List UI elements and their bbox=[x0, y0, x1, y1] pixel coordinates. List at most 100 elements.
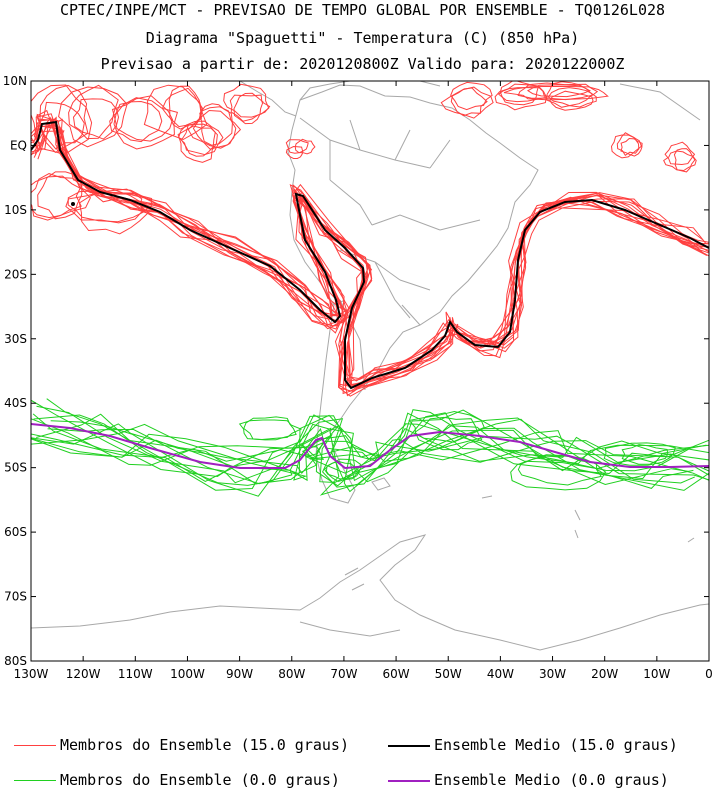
legend-black-label: Ensemble Medio (15.0 graus) bbox=[434, 736, 678, 754]
lat-label-80s: 80S bbox=[4, 654, 27, 668]
green-member-contour bbox=[238, 419, 303, 441]
lon-label-40w: 40W bbox=[487, 667, 514, 681]
data-marker bbox=[71, 202, 75, 206]
latitude-labels: 10N EQ 10S 20S 30S 40S 50S 60S 70S 80S bbox=[3, 74, 27, 668]
green-member-contour bbox=[517, 454, 603, 486]
red-member-contour bbox=[610, 134, 642, 159]
red-member-contour bbox=[499, 81, 540, 106]
lon-label-130w: 130W bbox=[14, 667, 49, 681]
red-member-contour bbox=[113, 97, 179, 150]
red-member-contour bbox=[31, 173, 83, 219]
legend-red-line-swatch bbox=[14, 745, 56, 746]
lat-label-60s: 60S bbox=[4, 525, 27, 539]
legend-green-label: Membros do Ensemble (0.0 graus) bbox=[60, 771, 340, 789]
red-member-contour bbox=[178, 120, 224, 156]
lon-label-100w: 100W bbox=[170, 667, 205, 681]
green-member-contour bbox=[408, 410, 485, 443]
red-member-line bbox=[31, 116, 704, 397]
red-member-contour bbox=[229, 94, 271, 122]
red-member-contour bbox=[494, 83, 547, 111]
green-members-layer bbox=[31, 398, 709, 497]
green-member-contour bbox=[323, 458, 361, 480]
red-member-contour bbox=[72, 98, 120, 140]
red-member-contour bbox=[285, 145, 304, 159]
south-america-coast bbox=[287, 84, 539, 504]
red-member-line bbox=[35, 118, 709, 388]
antarctica-coast bbox=[31, 534, 709, 651]
red-members-layer bbox=[31, 81, 709, 397]
lon-label-90w: 90W bbox=[226, 667, 253, 681]
title-line-3: Previsao a partir de: 2020120800Z Valido… bbox=[100, 55, 625, 73]
legend-purple-label: Ensemble Medio (0.0 graus) bbox=[434, 771, 669, 789]
green-member-line bbox=[31, 428, 709, 474]
lon-label-20w: 20W bbox=[591, 667, 618, 681]
red-member-contour bbox=[440, 86, 494, 119]
red-member-contour bbox=[664, 141, 696, 166]
red-member-contour bbox=[177, 125, 218, 163]
legend-purple-line-swatch bbox=[388, 779, 430, 782]
green-member-line bbox=[31, 399, 709, 484]
red-member-contour bbox=[663, 150, 697, 172]
red-member-contour bbox=[549, 90, 594, 111]
lat-label-30s: 30S bbox=[4, 332, 27, 346]
lat-label-50s: 50S bbox=[4, 461, 27, 475]
red-member-contour bbox=[285, 139, 309, 154]
red-member-contour bbox=[233, 92, 264, 125]
red-member-contour bbox=[37, 171, 83, 220]
south-georgia-islands bbox=[481, 495, 695, 543]
legend-red-label: Membros do Ensemble (15.0 graus) bbox=[60, 736, 349, 754]
green-member-line bbox=[31, 418, 709, 476]
green-member-contour bbox=[414, 416, 483, 451]
red-member-contour bbox=[673, 148, 696, 173]
legend-green-members: Membros do Ensemble (0.0 graus) bbox=[14, 771, 340, 789]
central-america-coast bbox=[239, 81, 701, 121]
red-member-contour bbox=[187, 109, 242, 149]
lon-label-110w: 110W bbox=[118, 667, 153, 681]
lon-label-10w: 10W bbox=[643, 667, 670, 681]
red-member-line bbox=[36, 109, 709, 389]
lon-label-0: 0 bbox=[705, 667, 713, 681]
red-member-contour bbox=[497, 87, 547, 103]
red-member-contour bbox=[503, 85, 609, 101]
red-member-contour bbox=[199, 103, 233, 146]
legend-purple-mean: Ensemble Medio (0.0 graus) bbox=[388, 771, 669, 789]
green-member-line bbox=[46, 398, 709, 491]
longitude-labels: 130W 120W 110W 100W 90W 80W 70W 60W 50W 40W 30W 20W… bbox=[14, 667, 713, 681]
red-member-contour bbox=[450, 87, 488, 117]
red-member-contour bbox=[517, 82, 599, 101]
lon-label-120w: 120W bbox=[66, 667, 101, 681]
red-member-contour bbox=[58, 86, 128, 148]
axis-ticks bbox=[30, 80, 710, 662]
legend-black-mean: Ensemble Medio (15.0 graus) bbox=[388, 736, 678, 754]
map-frame bbox=[30, 80, 710, 662]
green-member-contour bbox=[621, 444, 669, 465]
black-ensemble-mean-line bbox=[31, 120, 709, 390]
lon-label-60w: 60W bbox=[383, 667, 410, 681]
red-member-contour bbox=[65, 191, 153, 224]
lon-label-30w: 30W bbox=[539, 667, 566, 681]
red-member-line bbox=[31, 125, 709, 387]
red-member-contour bbox=[31, 175, 92, 221]
lat-label-10n: 10N bbox=[3, 74, 27, 88]
falkland-islands bbox=[371, 477, 391, 491]
title-line-2: Diagrama "Spaguetti" - Temperatura (C) (… bbox=[145, 29, 580, 47]
red-member-line bbox=[31, 125, 709, 387]
lat-label-20s: 20S bbox=[4, 267, 27, 281]
red-member-contour bbox=[620, 137, 643, 157]
red-member-line bbox=[36, 118, 709, 380]
red-member-contour bbox=[31, 84, 93, 156]
purple-ensemble-mean-line bbox=[31, 423, 709, 470]
red-member-contour bbox=[68, 84, 119, 140]
red-member-line bbox=[31, 118, 706, 395]
red-member-line bbox=[35, 113, 709, 382]
antarctic-islands bbox=[299, 567, 401, 637]
red-member-line bbox=[31, 116, 709, 392]
lon-label-70w: 70W bbox=[330, 667, 357, 681]
lat-label-10s: 10S bbox=[4, 203, 27, 217]
legend-black-line-swatch bbox=[388, 744, 430, 747]
lon-label-50w: 50W bbox=[435, 667, 462, 681]
legend-green-line-swatch bbox=[14, 780, 56, 781]
green-member-contour bbox=[603, 442, 676, 466]
lat-label-40s: 40S bbox=[4, 396, 27, 410]
